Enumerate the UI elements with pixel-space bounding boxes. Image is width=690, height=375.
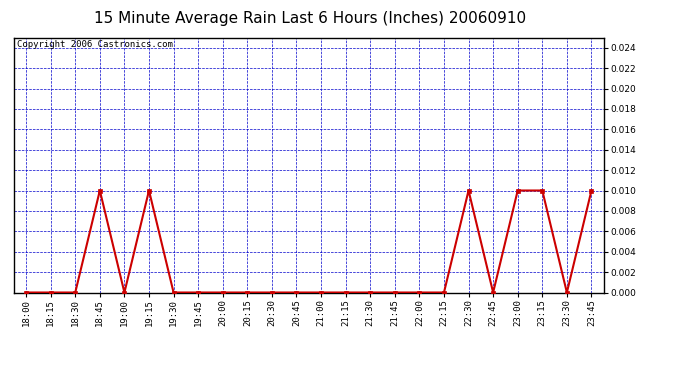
Text: 15 Minute Average Rain Last 6 Hours (Inches) 20060910: 15 Minute Average Rain Last 6 Hours (Inc… [95,11,526,26]
Text: Copyright 2006 Castronics.com: Copyright 2006 Castronics.com [17,40,172,49]
